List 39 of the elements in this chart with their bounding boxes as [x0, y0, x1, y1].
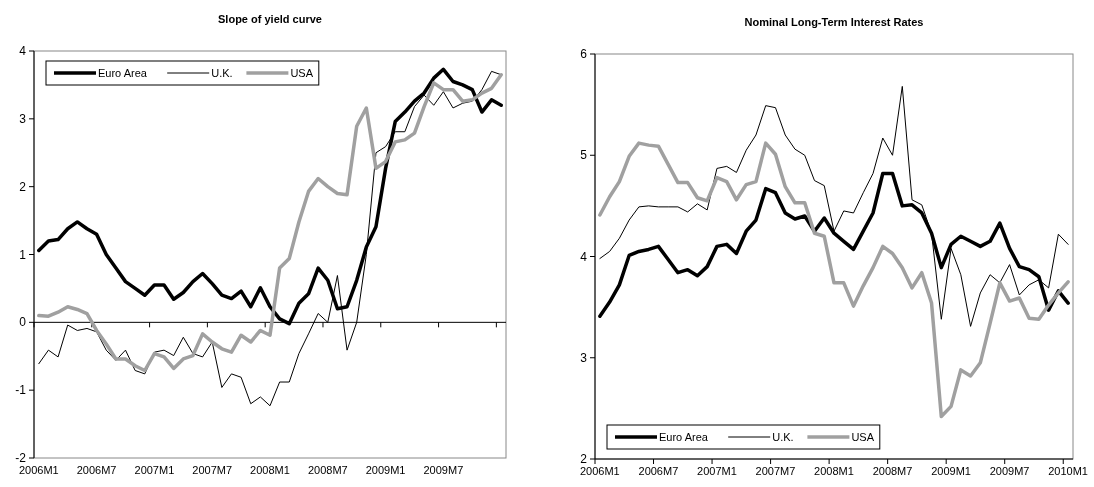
y-tick-label: 3 [580, 350, 588, 365]
x-tick-label: 2009M7 [423, 464, 464, 476]
x-tick-label: 2006M7 [638, 465, 679, 477]
x-tick-label: 2007M7 [755, 465, 796, 477]
y-tick-label: 6 [580, 47, 588, 61]
x-tick-label: 2007M1 [134, 464, 175, 476]
x-tick-label: 2009M1 [931, 465, 971, 477]
y-tick-label: 0 [19, 315, 27, 330]
x-tick-label: 2006M7 [76, 464, 117, 476]
y-tick-label: 4 [580, 249, 588, 264]
x-tick-label: 2008M7 [872, 465, 913, 477]
legend-label: U.K. [211, 67, 233, 79]
x-tick-label: 2006M1 [18, 464, 59, 476]
chart-title: Slope of yield curve [218, 13, 322, 25]
x-tick-label: 2007M1 [697, 465, 737, 477]
x-tick-label: 2008M1 [814, 465, 854, 477]
legend-label: USA [290, 67, 314, 79]
x-tick-label: 2007M7 [192, 464, 233, 476]
x-tick-label: 2009M1 [365, 464, 406, 476]
legend-label: Euro Area [98, 67, 148, 79]
y-tick-label: 2 [580, 452, 588, 466]
legend-label: U.K. [772, 431, 794, 443]
x-tick-label: 2006M1 [579, 465, 620, 477]
y-tick-label: 2 [19, 179, 27, 194]
legend-label: USA [851, 431, 875, 443]
y-tick-label: -2 [15, 451, 27, 465]
x-tick-label: 2008M1 [250, 464, 290, 476]
y-tick-label: 4 [19, 44, 27, 58]
line-series [599, 85, 1069, 327]
chart-title: Nominal Long-Term Interest Rates [744, 16, 924, 28]
x-tick-label: 2009M7 [989, 465, 1030, 477]
y-tick-label: 5 [580, 148, 588, 163]
y-tick-label: -1 [15, 383, 27, 398]
y-tick-label: 1 [19, 247, 27, 262]
x-tick-label: 2008M7 [307, 464, 348, 476]
y-tick-label: 3 [19, 111, 27, 126]
x-tick-label: 2010M1 [1048, 465, 1089, 477]
line-series [598, 141, 1070, 419]
legend-label: Euro Area [659, 431, 709, 443]
